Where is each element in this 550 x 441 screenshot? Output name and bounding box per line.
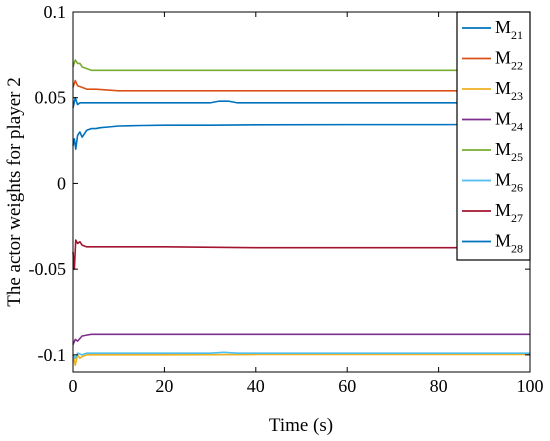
y-axis: -0.1 -0.05 0 0.05 0.1 (29, 2, 530, 365)
series-line-M27 (72, 239, 530, 270)
x-tick-label: 100 (517, 376, 544, 396)
series-line-M21 (72, 123, 531, 150)
series-line-M28 (72, 96, 530, 109)
x-axis: 0 20 40 60 80 100 (69, 12, 544, 396)
series-line-M25 (72, 59, 530, 72)
x-tick-label: 40 (247, 376, 265, 396)
x-tick-label: 20 (155, 376, 173, 396)
y-tick-label: -0.05 (29, 259, 67, 279)
series-line-M22 (72, 79, 530, 92)
y-tick-label: -0.1 (38, 345, 67, 365)
x-tick-label: 60 (338, 376, 356, 396)
x-axis-label: Time (s) (269, 415, 333, 436)
y-axis-label: The actor weights for player 2 (4, 77, 25, 307)
x-tick-label: 80 (430, 376, 448, 396)
y-tick-label: 0.1 (44, 2, 67, 22)
series-line-M26 (72, 351, 530, 360)
series-line-M24 (72, 333, 530, 345)
y-tick-label: 0.05 (35, 88, 67, 108)
x-tick-label: 0 (69, 376, 78, 396)
y-tick-label: 0 (57, 173, 66, 193)
plot-background (73, 12, 530, 372)
legend-box (456, 11, 531, 261)
